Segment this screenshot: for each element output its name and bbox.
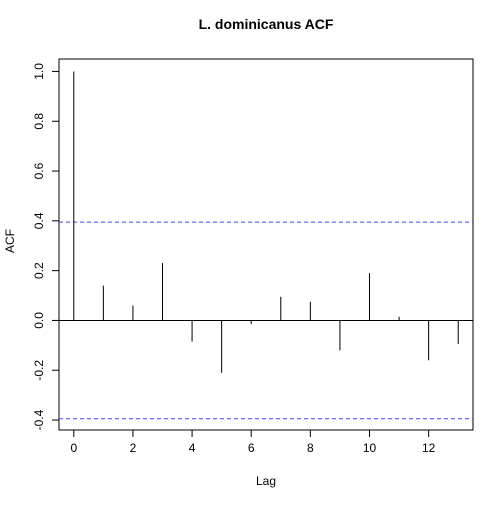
y-axis-label: ACF xyxy=(3,229,17,253)
x-axis-label: Lag xyxy=(256,474,276,488)
y-tick-label: 0.6 xyxy=(32,162,46,179)
x-tick-label: 10 xyxy=(363,441,377,455)
x-tick-label: 0 xyxy=(70,441,77,455)
x-tick-label: 4 xyxy=(189,441,196,455)
y-tick-label: -0.2 xyxy=(32,360,46,381)
x-tick-label: 6 xyxy=(248,441,255,455)
chart-title: L. dominicanus ACF xyxy=(199,16,334,32)
plot-area: 0 2 4 6 8 10 12 -0.4 -0.2 0.0 0.2 0.4 0.6 0.8 1.0 xyxy=(32,58,474,455)
y-tick-label: 0.0 xyxy=(32,312,46,329)
x-tick-label: 2 xyxy=(130,441,137,455)
y-tick-label: 0.8 xyxy=(32,113,46,130)
y-tick-label: 1.0 xyxy=(32,63,46,80)
x-tick-label: 8 xyxy=(307,441,314,455)
y-tick-label: -0.4 xyxy=(32,409,46,430)
y-tick-label: 0.4 xyxy=(32,212,46,229)
x-tick-label: 12 xyxy=(422,441,436,455)
y-tick-label: 0.2 xyxy=(32,262,46,279)
plot-frame xyxy=(58,58,474,431)
